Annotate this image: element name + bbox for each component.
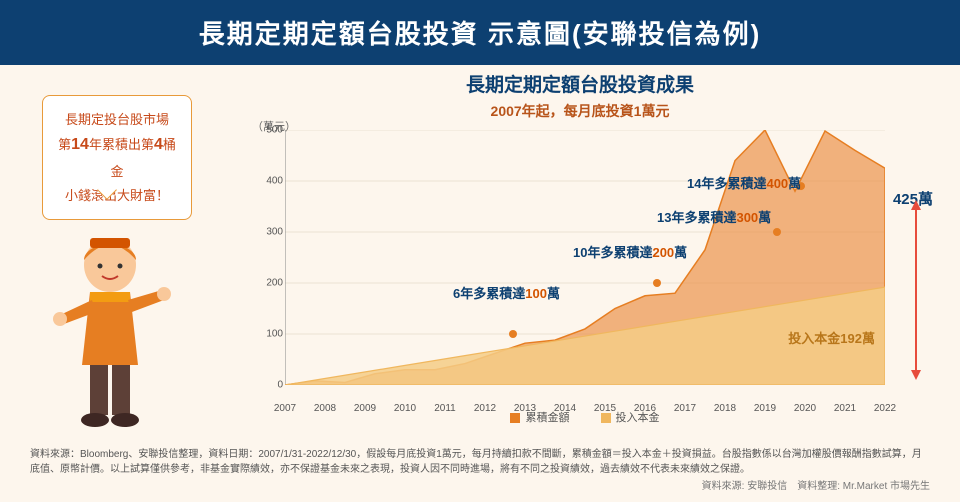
chart-area: 長期定期定額台股投資成果 2007年起，每月底投資1萬元 （萬元） 010020… xyxy=(230,70,930,440)
footer-disclaimer: 資料來源：Bloomberg、安聯投信整理，資料日期：2007/1/31-202… xyxy=(30,447,930,494)
infographic-container: 長期定期定額台股投資 示意圖(安聯投信為例) 長期定投台股市場 第14年累積出第… xyxy=(0,0,960,502)
speech-bubble: 長期定投台股市場 第14年累積出第4桶金 小錢滾出大財富！ xyxy=(42,95,192,220)
bubble-line3: 小錢滾出大財富！ xyxy=(53,184,181,207)
legend-item-principal: 投入本金 xyxy=(601,409,660,425)
body-area: 長期定投台股市場 第14年累積出第4桶金 小錢滾出大財富！ xyxy=(0,65,960,445)
footer-credit: 資料來源: 安聯投信 資料整理: Mr.Market 市場先生 xyxy=(30,479,930,494)
chart-plot: 0100200300400500 20072008200920102011201… xyxy=(285,130,885,385)
range-arrow xyxy=(915,200,917,380)
chart-subtitle: 2007年起，每月底投資1萬元 xyxy=(230,101,930,121)
bubble-line2: 第14年累積出第4桶金 xyxy=(53,131,181,183)
character-illustration xyxy=(40,220,180,430)
header-title: 長期定期定額台股投資 示意圖(安聯投信為例) xyxy=(199,19,762,49)
principal-end-label: 投入本金192萬 xyxy=(788,328,875,347)
legend-item-total: 累積金額 xyxy=(510,409,569,425)
y-axis: 0100200300400500 xyxy=(255,130,283,385)
footer-text: 資料來源：Bloomberg、安聯投信整理，資料日期：2007/1/31-202… xyxy=(30,447,930,477)
chart-legend: 累積金額 投入本金 xyxy=(285,409,885,425)
header-bar: 長期定期定額台股投資 示意圖(安聯投信為例) xyxy=(0,0,960,65)
bubble-line1: 長期定投台股市場 xyxy=(53,108,181,131)
chart-title: 長期定期定額台股投資成果 xyxy=(230,70,930,97)
